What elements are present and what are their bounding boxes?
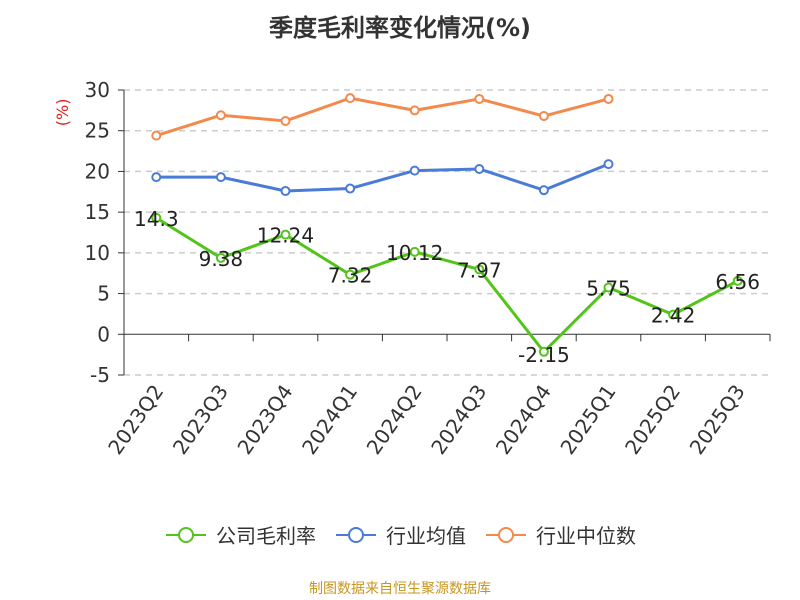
- legend-label: 行业中位数: [536, 524, 636, 548]
- data-point: [603, 282, 614, 293]
- data-point: [538, 111, 549, 122]
- legend-item: 公司毛利率: [164, 520, 316, 549]
- data-point: [215, 110, 226, 121]
- x-tick-label: 2025Q1: [555, 380, 620, 459]
- data-point: [474, 264, 485, 275]
- series-line: [155, 216, 739, 354]
- data-point: [474, 93, 485, 104]
- data-label: 12.24: [257, 224, 314, 248]
- y-tick-label: 15: [85, 200, 110, 224]
- legend-swatch: [336, 526, 376, 543]
- legend-swatch: [486, 526, 526, 543]
- data-label: 9.38: [199, 247, 244, 271]
- x-tick-label: 2025Q2: [620, 380, 685, 459]
- data-point: [280, 229, 291, 240]
- data-point: [345, 93, 356, 104]
- series-line: [155, 96, 609, 138]
- y-tick-label: 30: [85, 78, 110, 102]
- series-layer: [151, 93, 743, 357]
- legend-item: 行业均值: [334, 520, 466, 549]
- data-point: [603, 159, 614, 170]
- x-tick-label: 2023Q3: [168, 380, 233, 459]
- data-point: [668, 309, 679, 320]
- x-tick-label: 2024Q4: [491, 380, 556, 459]
- legend-label: 行业均值: [386, 524, 466, 548]
- series-line: [156, 162, 610, 193]
- y-tick-label: -5: [90, 363, 110, 387]
- data-label: 5.75: [586, 276, 631, 300]
- source-footer: 制图数据来自恒生聚源数据库: [309, 581, 491, 597]
- data-label: 2.42: [651, 304, 696, 328]
- x-tick-label: 2023Q2: [103, 380, 168, 459]
- data-point: [409, 246, 420, 257]
- data-label: 6.56: [715, 270, 760, 294]
- data-label: 10.12: [386, 241, 443, 265]
- chart-title: 季度毛利率变化情况(%): [269, 14, 531, 42]
- data-point: [732, 275, 743, 286]
- data-point: [603, 93, 614, 104]
- data-point: [474, 163, 485, 174]
- grid-layer: [124, 89, 770, 376]
- data-label: -2.15: [518, 343, 570, 367]
- data-point: [215, 252, 226, 263]
- data-label: 7.32: [328, 264, 373, 288]
- y-tick-label: 10: [85, 241, 110, 265]
- data-point: [151, 172, 162, 183]
- y-tick-label: 5: [97, 282, 110, 306]
- data-label: 7.97: [457, 258, 502, 282]
- legend-label: 公司毛利率: [216, 524, 316, 548]
- data-point: [280, 185, 291, 196]
- y-tick-label: 0: [97, 322, 110, 346]
- legend-swatch: [166, 526, 206, 543]
- data-point: [151, 130, 162, 141]
- x-tick-label: 2025Q3: [685, 380, 750, 459]
- x-tick-label: 2024Q3: [426, 380, 491, 459]
- x-tick-label: 2024Q1: [297, 380, 362, 459]
- data-point: [538, 185, 549, 196]
- data-point: [409, 165, 420, 176]
- x-tick-label: 2023Q4: [232, 380, 297, 459]
- data-point: [345, 269, 356, 280]
- data-point: [151, 212, 162, 223]
- data-point: [215, 172, 226, 183]
- legend-item: 行业中位数: [484, 520, 636, 549]
- y-tick-label: 20: [85, 159, 110, 183]
- data-point: [538, 346, 549, 357]
- data-point: [409, 105, 420, 116]
- y-axis-title: (%): [53, 99, 72, 127]
- legend: 公司毛利率 行业均值 行业中位数: [0, 520, 800, 549]
- data-label: 14.3: [134, 207, 179, 231]
- data-point: [280, 115, 291, 126]
- data-label-layer: 14.3 9.38 12.24 7.32 10.12 7.97 -2.15 5.75 2.42 6…: [134, 207, 760, 367]
- data-point: [345, 183, 356, 194]
- x-tick-label: 2024Q2: [362, 380, 427, 459]
- y-tick-label: 25: [85, 119, 110, 143]
